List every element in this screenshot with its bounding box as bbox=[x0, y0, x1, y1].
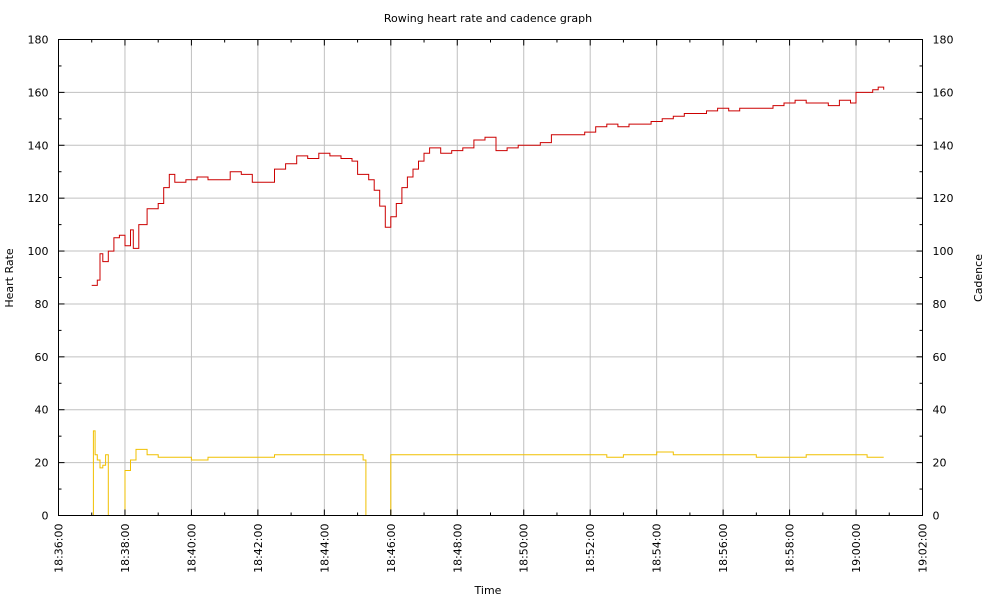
x-tick-label: 18:44:00 bbox=[318, 524, 331, 573]
y2-tick-label: 140 bbox=[933, 139, 954, 152]
x-tick-label: 18:50:00 bbox=[518, 524, 531, 573]
y-tick-label: 60 bbox=[35, 351, 49, 364]
grid bbox=[58, 39, 923, 516]
plot-frame bbox=[58, 39, 923, 516]
y2-tick-label: 60 bbox=[933, 351, 947, 364]
x-tick-label: 18:38:00 bbox=[119, 524, 132, 573]
y-tick-label: 140 bbox=[28, 139, 49, 152]
ticks: 0 0 20 20 40 40 60 60 80 80 100 100 120 120 140 140 160 1… bbox=[28, 34, 954, 573]
heart-rate-series-line bbox=[91, 86, 885, 286]
y-tick-label: 100 bbox=[28, 245, 49, 258]
x-tick-label: 18:36:00 bbox=[53, 524, 66, 573]
y2-tick-label: 80 bbox=[933, 298, 947, 311]
y-tick-label: 40 bbox=[35, 404, 49, 417]
x-tick-label: 18:42:00 bbox=[252, 524, 265, 573]
y2-axis-label: Cadence bbox=[972, 254, 985, 302]
y-axis-label: Heart Rate bbox=[3, 248, 16, 308]
y-tick-label: 160 bbox=[28, 86, 49, 99]
x-tick-label: 19:00:00 bbox=[850, 524, 863, 573]
y-tick-label: 80 bbox=[35, 298, 49, 311]
y-tick-label: 120 bbox=[28, 192, 49, 205]
cadence-series-line bbox=[91, 430, 884, 516]
chart-title: Rowing heart rate and cadence graph bbox=[384, 12, 592, 25]
x-tick-label: 18:58:00 bbox=[784, 524, 797, 573]
x-axis-label: Time bbox=[474, 584, 502, 597]
x-tick-label: 18:56:00 bbox=[717, 524, 730, 573]
x-tick-label: 18:46:00 bbox=[385, 524, 398, 573]
x-tick-label: 18:52:00 bbox=[584, 524, 597, 573]
y2-tick-label: 120 bbox=[933, 192, 954, 205]
x-tick-label: 18:40:00 bbox=[185, 524, 198, 573]
y-tick-label: 180 bbox=[28, 34, 49, 47]
y2-tick-label: 40 bbox=[933, 404, 947, 417]
y2-tick-label: 0 bbox=[933, 510, 940, 523]
x-tick-label: 18:54:00 bbox=[651, 524, 664, 573]
x-tick-label: 19:02:00 bbox=[917, 524, 930, 573]
y2-tick-label: 20 bbox=[933, 457, 947, 470]
y2-tick-label: 160 bbox=[933, 86, 954, 99]
y-tick-label: 20 bbox=[35, 457, 49, 470]
y2-tick-label: 100 bbox=[933, 245, 954, 258]
y-tick-label: 0 bbox=[42, 510, 49, 523]
y2-tick-label: 180 bbox=[933, 34, 954, 47]
x-tick-label: 18:48:00 bbox=[451, 524, 464, 573]
series-layer bbox=[91, 86, 885, 516]
